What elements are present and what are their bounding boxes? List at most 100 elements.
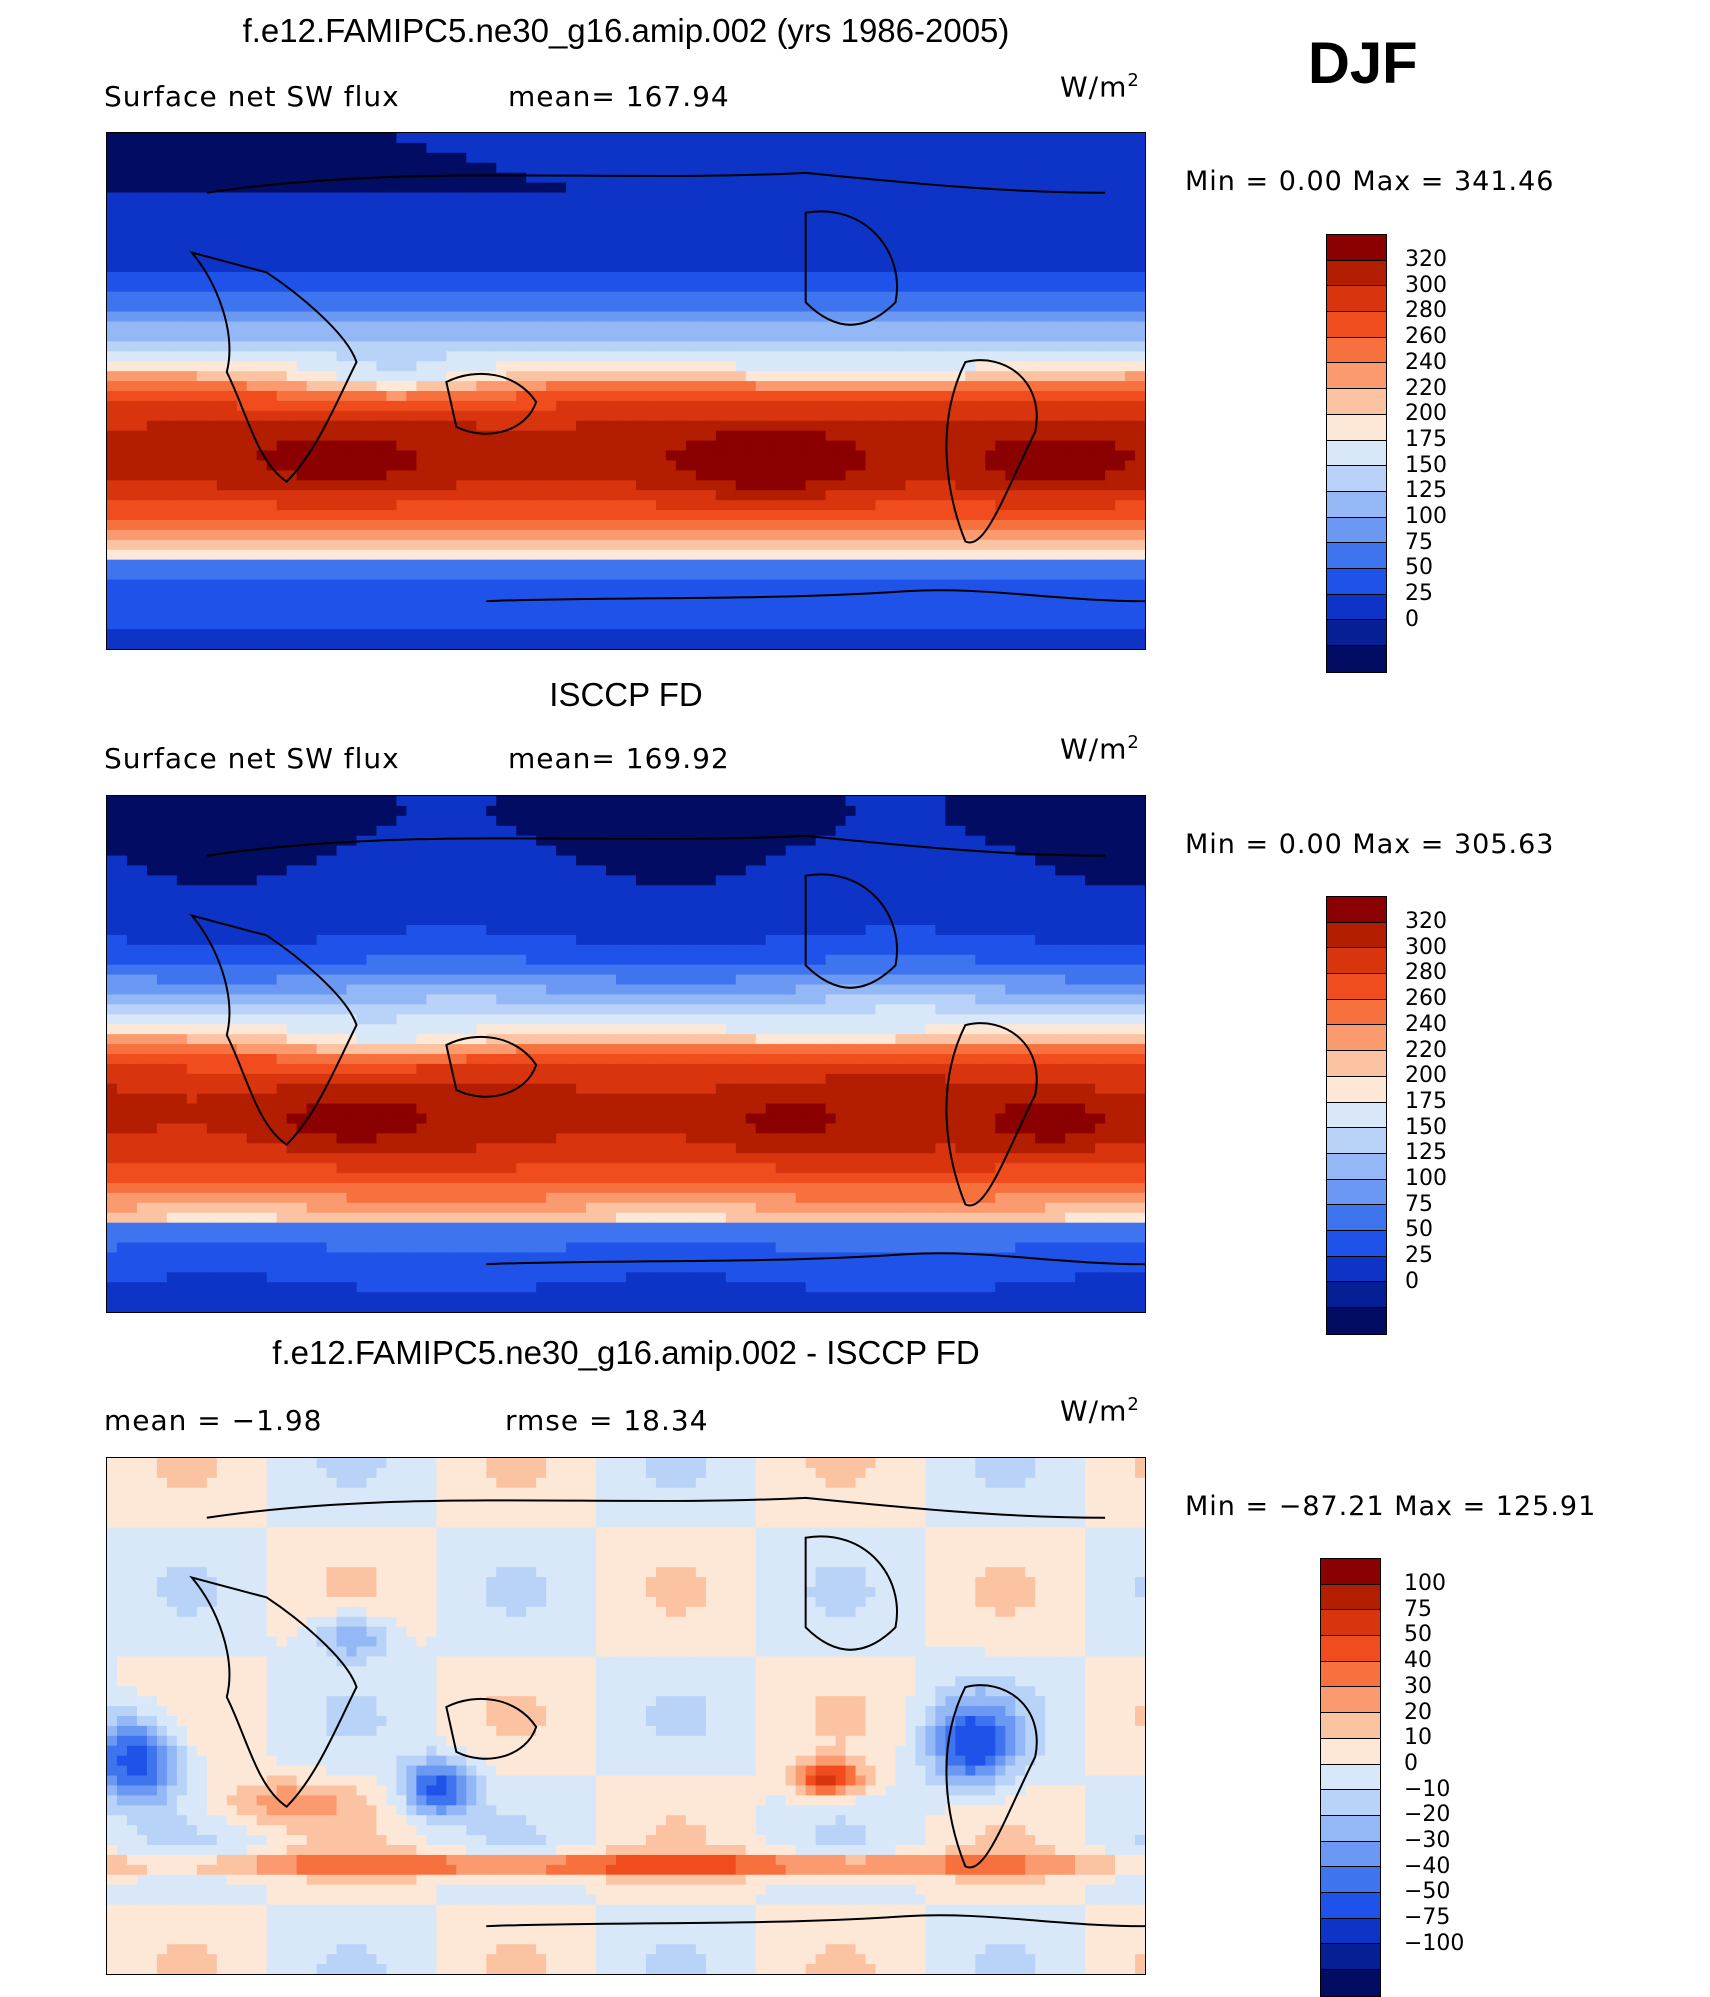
field-cell — [1095, 291, 1106, 303]
field-cell — [905, 361, 917, 372]
field-cell — [486, 212, 497, 223]
field-cell — [176, 212, 188, 223]
field-cell — [1105, 440, 1116, 452]
field-cell — [206, 589, 218, 600]
field-cell — [1125, 252, 1136, 263]
field-cell — [166, 252, 178, 263]
field-cell — [146, 192, 158, 204]
field-cell — [536, 549, 547, 561]
field-cell — [875, 579, 887, 591]
field-cell — [895, 142, 907, 154]
field-cell — [446, 271, 457, 283]
field-cell — [166, 242, 178, 253]
field-cell — [835, 351, 847, 362]
field-cell — [276, 420, 288, 432]
field-cell — [236, 222, 248, 233]
field-cell — [626, 202, 637, 213]
field-cell — [286, 301, 298, 313]
field-cell — [306, 510, 318, 521]
field-cell — [1075, 321, 1086, 333]
field-cell — [126, 133, 138, 144]
field-cell — [126, 490, 138, 501]
field-cell — [246, 470, 258, 481]
field-cell — [705, 311, 717, 323]
field-cell — [855, 351, 867, 362]
field-cell — [456, 579, 467, 591]
field-cell — [246, 391, 258, 402]
field-cell — [176, 549, 188, 561]
field-cell — [965, 520, 976, 531]
field-cell — [815, 321, 827, 333]
field-cell — [346, 520, 358, 531]
field-cell — [586, 212, 597, 223]
field-cell — [216, 242, 228, 253]
field-cell — [286, 529, 298, 541]
field-cell — [386, 391, 398, 402]
field-cell — [256, 142, 268, 154]
field-cell — [695, 400, 707, 412]
field-cell — [975, 291, 986, 303]
field-cell — [905, 391, 917, 402]
field-cell — [146, 589, 158, 600]
field-cell — [476, 202, 487, 213]
field-cell — [226, 331, 238, 342]
field-cell — [995, 152, 1006, 164]
field-cell — [126, 172, 138, 184]
field-cell — [466, 301, 477, 313]
field-cell — [965, 579, 976, 591]
field-cell — [975, 529, 986, 541]
field-cell — [107, 341, 118, 352]
field-cell — [935, 361, 946, 372]
field-cell — [725, 361, 737, 372]
field-cell — [935, 460, 946, 471]
field-cell — [915, 549, 927, 561]
field-cell — [1015, 222, 1026, 233]
field-cell — [176, 579, 188, 591]
field-cell — [316, 440, 328, 452]
field-cell — [156, 430, 168, 442]
field-cell — [845, 371, 857, 382]
field-cell — [1075, 460, 1086, 471]
field-cell — [635, 152, 647, 164]
field-cell — [945, 242, 956, 253]
field-cell — [825, 291, 837, 303]
field-cell — [486, 410, 497, 422]
field-cell — [1015, 510, 1026, 521]
field-cell — [665, 242, 677, 253]
field-cell — [1115, 490, 1126, 501]
field-cell — [156, 569, 168, 581]
field-cell — [825, 182, 837, 194]
field-cell — [146, 500, 158, 511]
field-cell — [1065, 311, 1076, 323]
field-cell — [755, 420, 767, 432]
field-cell — [875, 242, 887, 253]
field-cell — [995, 381, 1006, 392]
field-cell — [675, 212, 687, 223]
field-cell — [626, 271, 637, 283]
field-cell — [705, 450, 717, 462]
field-cell — [206, 222, 218, 233]
field-cell — [476, 460, 487, 471]
field-cell — [476, 510, 487, 521]
field-cell — [526, 321, 537, 333]
field-cell — [536, 331, 547, 342]
field-cell — [166, 291, 178, 303]
field-cell — [566, 400, 577, 412]
field-cell — [526, 291, 537, 303]
field-cell — [406, 490, 418, 501]
field-cell — [1065, 281, 1076, 293]
field-cell — [306, 172, 318, 184]
field-cell — [416, 133, 427, 144]
field-cell — [1125, 400, 1136, 412]
field-cell — [875, 222, 887, 233]
field-cell — [546, 252, 557, 263]
field-cell — [775, 569, 787, 581]
field-cell — [266, 569, 278, 581]
field-cell — [745, 391, 757, 402]
field-cell — [276, 460, 288, 471]
field-cell — [1065, 142, 1076, 154]
field-cell — [1005, 539, 1016, 551]
field-cell — [156, 252, 168, 263]
field-cell — [606, 321, 617, 333]
field-cell — [1045, 172, 1056, 184]
